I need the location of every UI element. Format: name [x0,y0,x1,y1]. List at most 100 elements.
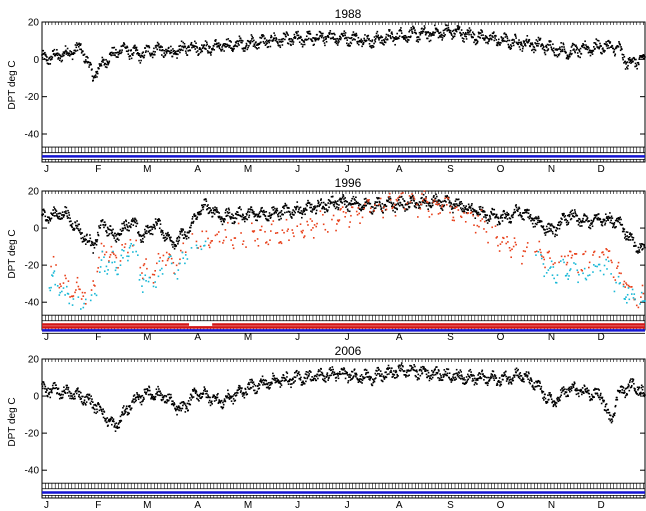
obs-point [630,62,632,64]
obs-point [252,211,254,214]
obs-point [267,218,269,221]
obs-point [544,234,547,236]
obs-point [604,43,607,46]
obs-point [512,216,514,219]
obs-point [476,39,478,42]
series-point [603,264,606,267]
series-point [99,266,102,268]
obs-point [46,56,48,58]
obs-point [89,62,92,64]
obs-point [47,222,50,224]
obs-point [628,233,631,236]
obs-point [356,42,359,45]
obs-point [352,33,354,36]
series-point [369,211,371,213]
obs-point [568,53,571,56]
obs-point [144,51,147,54]
obs-point [159,46,162,49]
obs-point [389,34,391,37]
obs-point [65,53,68,55]
series-point [540,251,542,254]
series-point [146,267,148,270]
series-point [348,226,351,228]
obs-point [541,43,543,45]
obs-point [168,50,171,53]
obs-point [499,44,501,46]
obs-point [190,222,193,224]
obs-point [101,219,104,221]
obs-point [387,34,389,36]
obs-point [54,211,57,214]
series-point [614,279,617,281]
obs-point [293,206,296,208]
obs-point [291,217,293,219]
obs-point [146,226,149,228]
month-label: F [95,332,101,343]
obs-point [211,48,214,51]
obs-point [336,206,338,208]
obs-point [521,215,523,218]
series-point [129,245,132,247]
obs-point [170,236,172,239]
obs-point [369,45,372,48]
obs-point [347,36,349,39]
obs-point [388,29,390,31]
obs-point [573,48,575,51]
obs-point [563,216,566,218]
obs-point [590,223,593,225]
series-point [227,221,229,224]
obs-point [80,52,83,54]
obs-point [551,224,553,227]
obs-point [198,47,201,49]
obs-point [148,45,150,48]
obs-point [76,220,78,222]
obs-point [603,219,605,222]
obs-point [209,46,211,48]
series-point [421,193,423,195]
series-point [270,223,273,226]
obs-point [177,50,180,52]
obs-point [199,48,201,50]
obs-point [548,41,551,43]
obs-point [249,41,252,44]
obs-point [210,48,213,50]
obs-point [473,41,475,44]
series-point [177,269,180,271]
obs-point [142,51,144,53]
series-point [61,290,63,293]
obs-point [501,39,503,42]
obs-point [89,234,91,236]
obs-point [450,34,453,36]
obs-point [398,198,400,201]
series-point [93,284,95,286]
obs-point [299,37,301,39]
obs-point [626,67,629,70]
obs-point [586,218,588,220]
obs-point [281,213,284,215]
obs-point [141,55,143,57]
obs-point [264,215,267,217]
obs-point [69,50,71,52]
obs-point [495,215,497,218]
series-point [69,296,71,298]
obs-point [349,41,352,44]
obs-point [603,42,606,45]
obs-point [440,34,442,37]
series-point [548,250,550,253]
series-point [315,225,318,228]
obs-point [469,206,472,208]
obs-point [62,51,65,53]
series-point [101,250,104,253]
obs-point [485,216,487,219]
obs-point [604,222,607,224]
obs-point [296,34,299,37]
obs-point [472,208,475,211]
obs-point [571,52,573,55]
obs-point [76,44,78,47]
series-point [184,251,187,254]
obs-point [64,206,66,208]
obs-point [373,42,375,45]
obs-point [44,51,46,54]
obs-point [63,214,66,216]
obs-point [215,211,218,213]
